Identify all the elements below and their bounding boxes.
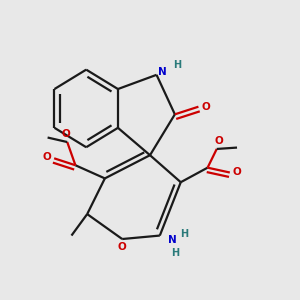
Text: H: H bbox=[173, 60, 181, 70]
Text: N: N bbox=[168, 235, 177, 245]
Text: H: H bbox=[171, 248, 179, 258]
Text: H: H bbox=[181, 229, 189, 239]
Text: N: N bbox=[158, 67, 167, 77]
Text: O: O bbox=[117, 242, 126, 252]
Text: O: O bbox=[214, 136, 223, 146]
Text: O: O bbox=[232, 167, 242, 177]
Text: O: O bbox=[43, 152, 51, 162]
Text: O: O bbox=[61, 129, 70, 139]
Text: O: O bbox=[202, 102, 210, 112]
